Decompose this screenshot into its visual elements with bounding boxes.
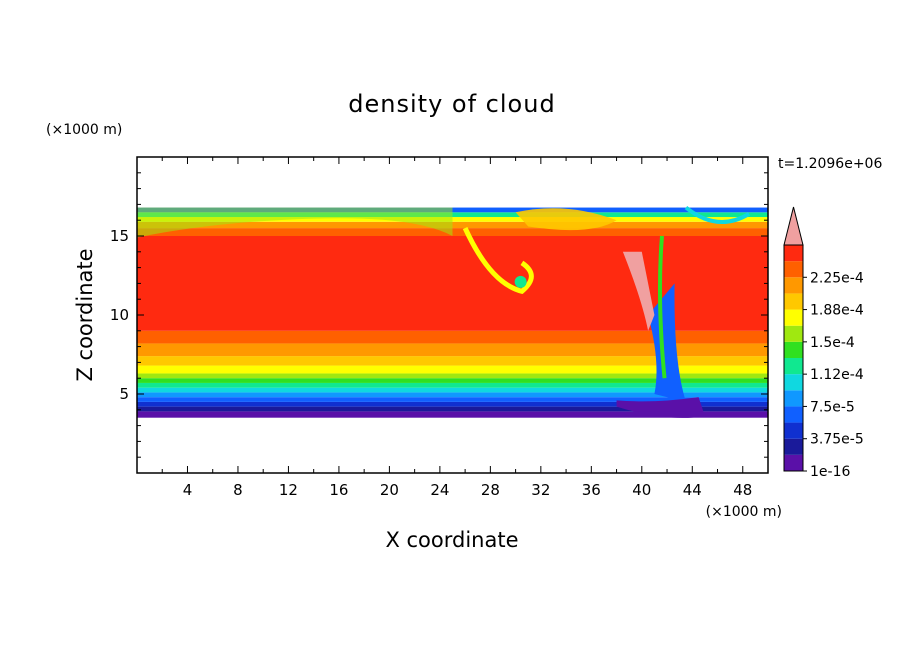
colorbar-label: 1e-16 (810, 464, 850, 480)
cloud-field (137, 205, 768, 418)
colorbar-swatch (784, 293, 803, 310)
y-unit-label: (×1000 m) (46, 122, 122, 138)
colorbar-swatch (784, 261, 803, 278)
x-tick-label: 48 (733, 481, 752, 499)
cloud-band (137, 330, 768, 344)
plume-edge (657, 235, 667, 379)
cloud-band (137, 382, 768, 388)
plume-max (622, 251, 655, 331)
y-tick-labels: 5 10 15 (110, 227, 129, 403)
colorbar-frame (783, 244, 804, 472)
colorbar-swatch (784, 406, 803, 423)
x-tick-label: 28 (481, 481, 500, 499)
time-label: t=1.2096e+06 (778, 156, 882, 172)
x-tick-label: 36 (582, 481, 601, 499)
cloud-band (137, 411, 768, 418)
cloud-band (137, 343, 768, 357)
x-unit-label: (×1000 m) (706, 504, 782, 520)
x-tick-label: 4 (183, 481, 193, 499)
plot-area (137, 205, 768, 418)
x-axis-title: X coordinate (385, 528, 518, 552)
x-tick-label: 24 (430, 481, 449, 499)
colorbar-swatch (784, 277, 803, 294)
plume-anvil (684, 205, 751, 224)
cloud-band (137, 397, 768, 402)
chart-title: density of cloud (348, 90, 555, 118)
colorbar-swatch (784, 325, 803, 342)
cloud-band (137, 387, 768, 393)
eddy-arc (462, 227, 534, 295)
x-tick-label: 16 (329, 481, 348, 499)
y-tick-label: 10 (110, 306, 129, 324)
x-tick-labels: 4 8 12 16 20 24 28 32 36 40 44 48 (183, 481, 753, 499)
colorbar-swatch (784, 374, 803, 391)
colorbar-labels: 1e-16 3.75e-5 7.5e-5 1.12e-4 1.5e-4 1.88e-4 2.… (803, 270, 864, 480)
x-tick-label: 44 (683, 481, 702, 499)
colorbar-label: 3.75e-5 (810, 432, 864, 448)
colorbar-swatch (784, 438, 803, 455)
cloud-band (137, 392, 768, 398)
x-tick-label: 8 (233, 481, 243, 499)
y-axis-title: Z coordinate (73, 248, 97, 381)
eddy-cap (515, 208, 617, 231)
colorbar-swatch (784, 341, 803, 358)
axis-ticks (136, 156, 769, 474)
cloud-band (137, 373, 768, 379)
plume-body (648, 283, 686, 402)
colorbar-label: 2.25e-4 (810, 270, 864, 286)
x-tick-label: 12 (279, 481, 298, 499)
x-tick-label: 20 (380, 481, 399, 499)
x-tick-label: 32 (531, 481, 550, 499)
colorbar-swatch (784, 245, 803, 262)
downdraft-plume (616, 205, 751, 418)
colorbar (783, 206, 804, 472)
colorbar-label: 7.5e-5 (810, 399, 855, 415)
y-tick-label: 15 (110, 227, 129, 245)
colorbar-swatch (784, 422, 803, 439)
colorbar-label: 1.88e-4 (810, 303, 864, 319)
cloud-top-edge (137, 207, 453, 238)
colorbar-swatch (784, 454, 803, 471)
colorbar-extend-arrow (783, 206, 804, 246)
colorbar-label: 1.5e-4 (810, 335, 855, 351)
y-tick-label: 5 (119, 385, 129, 403)
colorbar-swatch (784, 358, 803, 375)
colorbar-swatch (784, 309, 803, 326)
cloud-band (137, 406, 768, 412)
cloud-band (137, 365, 768, 374)
colorbar-swatch (784, 390, 803, 407)
colorbar-label: 1.12e-4 (810, 367, 864, 383)
x-tick-label: 40 (632, 481, 651, 499)
cloud-band (137, 356, 768, 366)
cloud-band (137, 378, 768, 383)
eddy-swirl (462, 208, 617, 295)
cloud-band (137, 401, 768, 407)
plume-base (616, 397, 705, 418)
eddy-core (514, 275, 527, 288)
